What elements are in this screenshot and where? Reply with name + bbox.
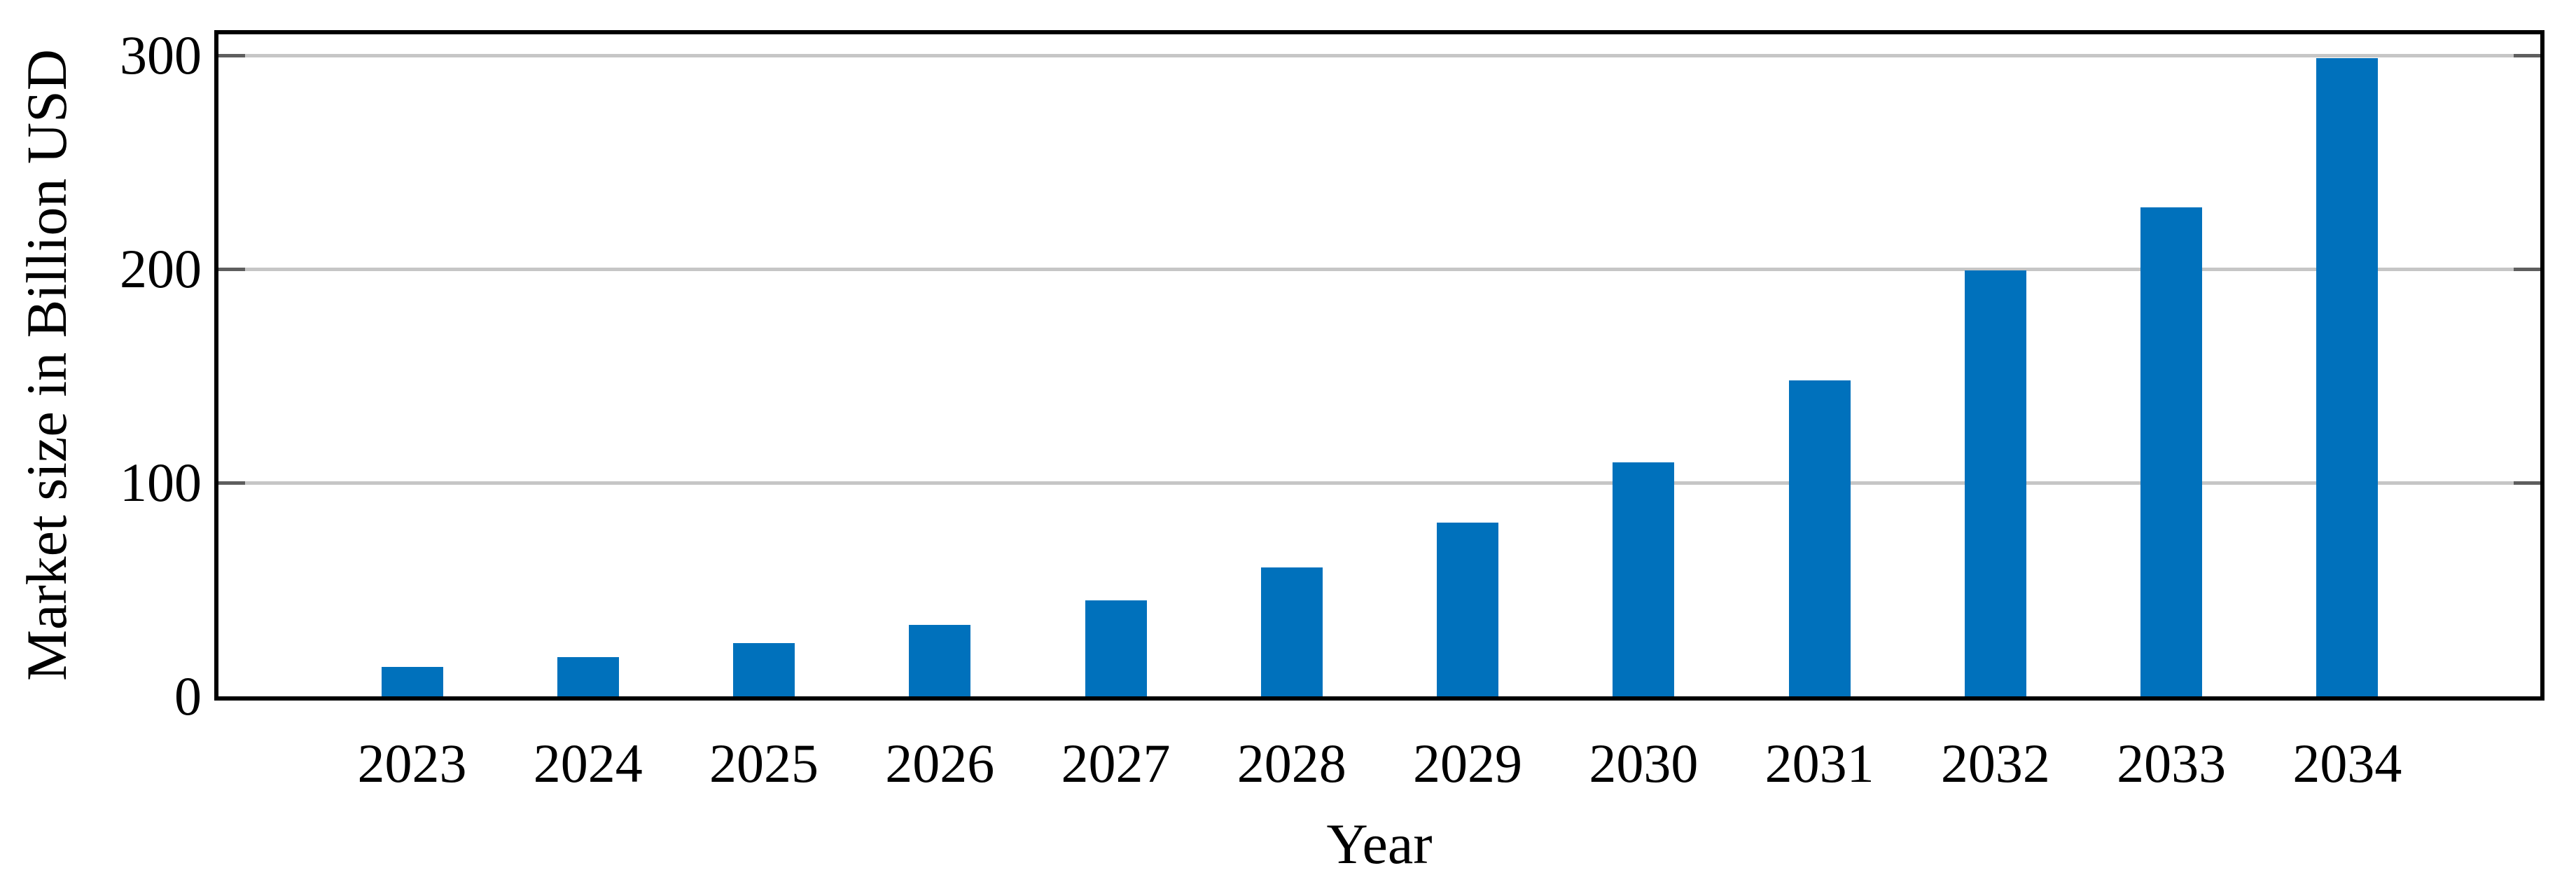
y-gridline — [218, 267, 2540, 271]
y-tick-right — [2514, 481, 2540, 485]
x-tick-label: 2027 — [1061, 733, 1171, 794]
y-tick-label: 100 — [120, 452, 202, 514]
bar — [1437, 523, 1499, 696]
bar — [557, 656, 619, 696]
y-axis-label: Market size in Billion USD — [15, 49, 78, 681]
x-tick-label: 2028 — [1237, 733, 1346, 794]
x-tick-label: 2030 — [1589, 733, 1699, 794]
x-tick-label: 2023 — [357, 733, 467, 794]
y-gridline — [218, 481, 2540, 485]
bar — [1613, 462, 1675, 696]
bar — [1788, 380, 1851, 696]
x-tick-label: 2026 — [885, 733, 995, 794]
y-tick-label: 300 — [120, 25, 202, 86]
y-tick-right — [2514, 267, 2540, 271]
x-tick-label: 2034 — [2292, 733, 2402, 794]
x-tick-label: 2029 — [1413, 733, 1523, 794]
bar — [1085, 600, 1147, 696]
x-tick-label: 2025 — [709, 733, 819, 794]
x-axis-label: Year — [1326, 812, 1433, 876]
y-tick-label: 0 — [174, 666, 202, 726]
bar — [1964, 270, 2026, 696]
plot-area — [214, 30, 2544, 701]
x-tick-label: 2024 — [533, 733, 643, 794]
bar — [2316, 57, 2379, 696]
x-tick-label: 2031 — [1764, 733, 1874, 794]
bar — [381, 666, 443, 696]
bar — [909, 624, 971, 696]
y-tick-right — [2514, 53, 2540, 57]
y-gridline — [218, 53, 2540, 57]
y-tick-left — [218, 53, 245, 57]
x-tick-label: 2033 — [2117, 733, 2227, 794]
bar — [1260, 567, 1323, 696]
y-tick-left — [218, 481, 245, 485]
bar — [733, 643, 795, 696]
bar — [2140, 207, 2203, 696]
y-tick-left — [218, 267, 245, 271]
y-tick-label: 200 — [120, 238, 202, 300]
x-tick-label: 2032 — [1940, 733, 2050, 794]
